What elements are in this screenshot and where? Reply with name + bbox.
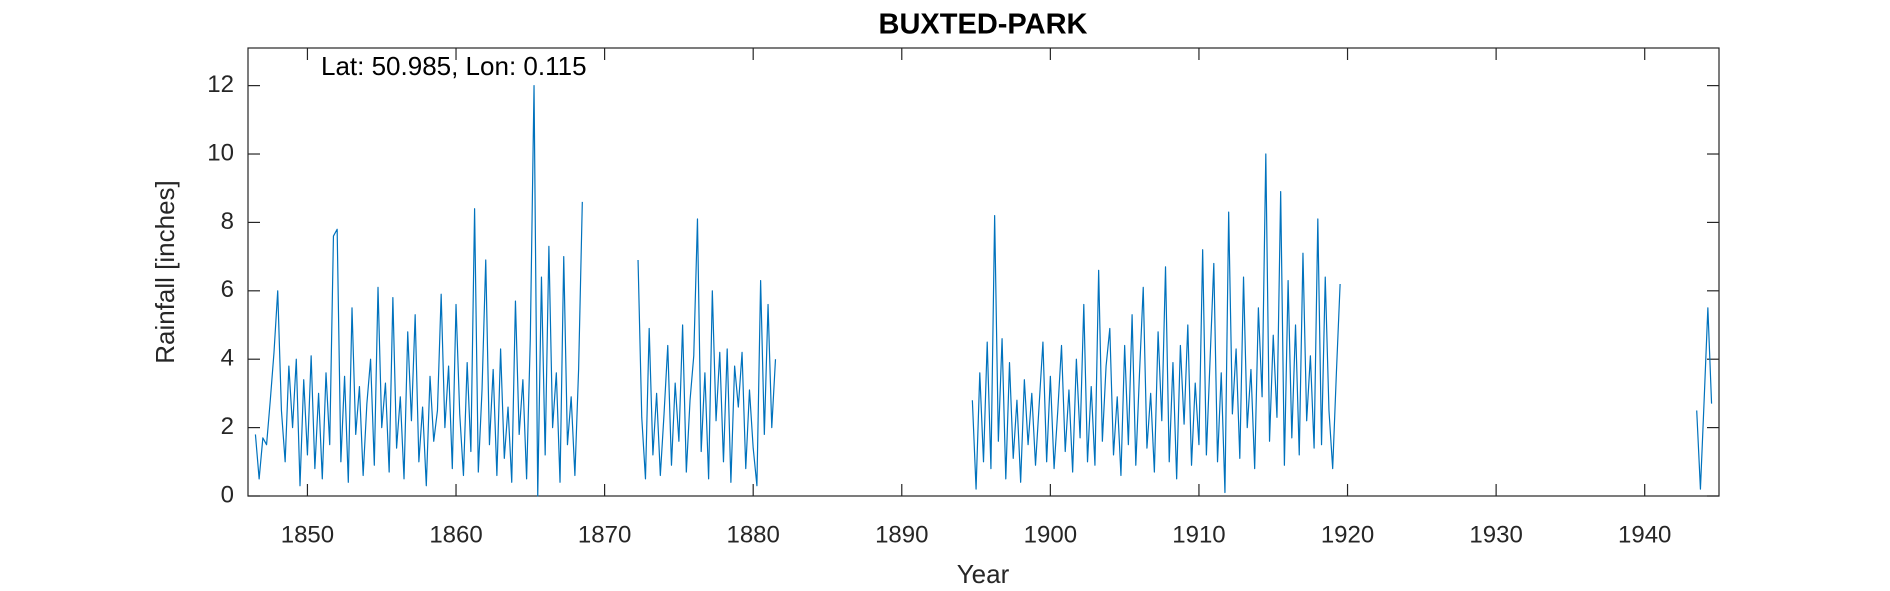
annotation: Lat: 50.985, Lon: 0.115 — [321, 51, 587, 81]
y-tick-label: 8 — [221, 208, 234, 235]
x-tick-label: 1890 — [875, 521, 928, 548]
x-tick-label: 1910 — [1172, 521, 1225, 548]
x-tick-label: 1860 — [429, 521, 482, 548]
x-tick-label: 1930 — [1469, 521, 1522, 548]
x-tick-label: 1940 — [1618, 521, 1671, 548]
x-tick-label: 1880 — [726, 521, 779, 548]
x-tick-label: 1870 — [578, 521, 631, 548]
x-tick-label: 1900 — [1024, 521, 1077, 548]
y-tick-label: 6 — [221, 276, 234, 303]
y-tick-label: 4 — [221, 345, 234, 372]
axes-box — [247, 47, 1720, 497]
x-tick-label: 1920 — [1321, 521, 1374, 548]
chart-title: BUXTED-PARK — [879, 9, 1088, 41]
y-tick-label: 10 — [207, 139, 234, 166]
data-line — [254, 85, 1713, 497]
y-tick-label: 0 — [221, 481, 234, 508]
x-tick-label: 1850 — [281, 521, 334, 548]
y-tick-label: 12 — [207, 71, 234, 98]
y-axis-label: Rainfall [inches] — [150, 180, 180, 364]
y-tick-label: 2 — [221, 413, 234, 440]
x-axis-label: Year — [957, 559, 1010, 589]
